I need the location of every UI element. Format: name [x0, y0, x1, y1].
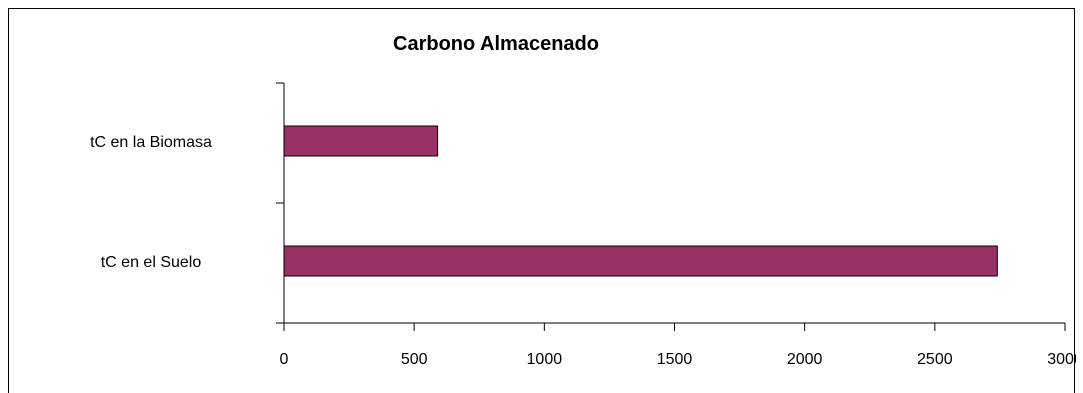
plot-area: 0 500 1000 1500 2000 2500 3000 tC en la Biomasa… — [90, 82, 1076, 368]
x-tick-label: 500 — [401, 351, 428, 368]
x-tick-label: 3000 — [1047, 351, 1076, 368]
category-label: tC en el Suelo — [101, 254, 202, 271]
chart-frame: Carbono Almacenado 0 500 1000 1500 2000 2500 3… — [8, 8, 1076, 393]
x-tick-label: 1000 — [527, 351, 563, 368]
bar — [283, 245, 998, 277]
x-tick-label: 0 — [280, 351, 289, 368]
bar — [283, 125, 439, 157]
category-label: tC en la Biomasa — [90, 134, 212, 151]
bar-chart: Carbono Almacenado 0 500 1000 1500 2000 2500 3… — [90, 33, 1076, 368]
x-tick-label: 2000 — [787, 351, 823, 368]
chart-title: Carbono Almacenado — [393, 33, 599, 55]
x-tick-label: 2500 — [917, 351, 953, 368]
x-tick-label: 1500 — [657, 351, 693, 368]
